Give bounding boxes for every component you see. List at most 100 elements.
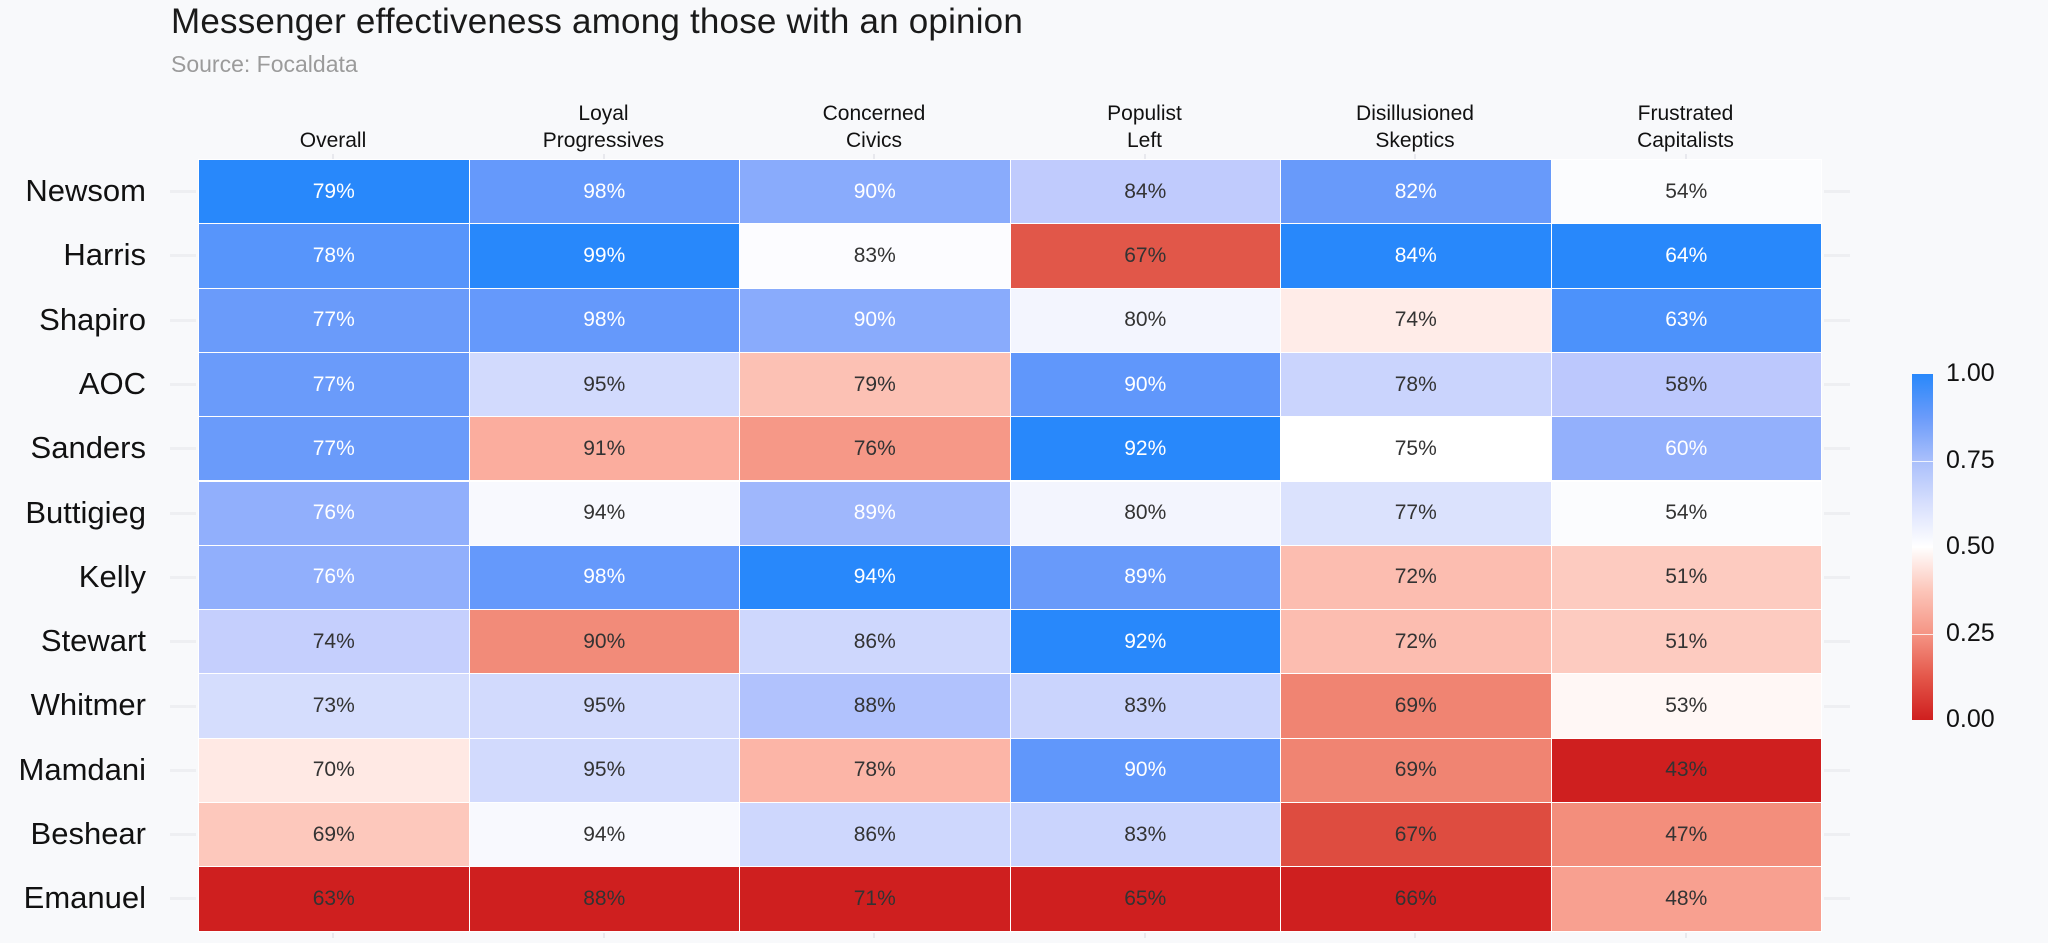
cell-value-label: 67%	[1394, 822, 1437, 846]
heatmap-cell: 83%	[1009, 802, 1281, 868]
cell-value-label: 66%	[1394, 886, 1437, 910]
heatmap-cell: 79%	[739, 351, 1011, 418]
y-tick-mark	[170, 768, 196, 772]
heatmap-cell: 67%	[1009, 223, 1281, 289]
y-tick-mark	[170, 511, 196, 515]
column-header-line: Capitalists	[1637, 129, 1734, 152]
heatmap-cell: 91%	[468, 416, 740, 482]
y-tick-mark	[170, 318, 196, 322]
heatmap-cell: 65%	[1009, 866, 1281, 932]
cell-value-label: 53%	[1665, 694, 1708, 718]
cell-value-label: 82%	[1394, 179, 1437, 203]
heatmap-cell: 82%	[1280, 159, 1552, 225]
cell-value-label: 51%	[1665, 565, 1708, 589]
colorbar-tick-label: 1.00	[1946, 359, 1995, 387]
heatmap-cell: 80%	[1009, 480, 1281, 546]
cell-value-label: 90%	[583, 629, 626, 653]
column-header: Disillusioned Skeptics	[1280, 98, 1550, 154]
y-tick-mark	[1824, 575, 1850, 579]
heatmap-cell: 90%	[468, 609, 740, 675]
heatmap-cell: 90%	[1009, 351, 1281, 418]
y-tick-mark	[1824, 704, 1850, 708]
heatmap-cell: 69%	[1280, 673, 1552, 739]
cell-value-label: 83%	[853, 243, 896, 267]
colorbar-tick-mark	[1912, 633, 1933, 635]
cell-value-label: 78%	[312, 243, 355, 267]
cell-value-label: 86%	[853, 629, 896, 653]
heatmap-cell: 78%	[739, 737, 1011, 803]
heatmap-cell: 74%	[1280, 287, 1552, 353]
row-label: Whitmer	[30, 687, 146, 723]
row-label: AOC	[78, 365, 146, 401]
column-header-line: Left	[1126, 129, 1163, 152]
x-tick-mark	[1414, 154, 1417, 159]
row-label: Emanuel	[23, 880, 146, 916]
y-tick-mark	[1824, 383, 1850, 387]
cell-value-label: 58%	[1665, 372, 1708, 396]
y-tick-mark	[1824, 318, 1850, 322]
row-label: Kelly	[78, 558, 146, 594]
colorbar-tick-mark	[1912, 460, 1933, 462]
heatmap-cell: 78%	[198, 223, 470, 289]
column-header: Frustrated Capitalists	[1551, 98, 1821, 154]
cell-value-label: 99%	[583, 243, 626, 267]
x-tick-mark	[1684, 933, 1687, 938]
cell-value-label: 84%	[1394, 243, 1437, 267]
x-tick-mark	[1143, 933, 1146, 938]
cell-value-label: 78%	[1394, 372, 1437, 396]
y-tick-mark	[170, 897, 196, 901]
chart-title: Messenger effectiveness among those with…	[171, 2, 1024, 41]
heatmap-cell: 75%	[1280, 416, 1552, 482]
y-tick-mark	[1824, 254, 1850, 258]
cell-value-label: 98%	[583, 179, 626, 203]
heatmap-cell: 43%	[1550, 737, 1822, 803]
y-tick-mark	[1824, 640, 1850, 644]
heatmap-cell: 83%	[739, 223, 1011, 289]
x-tick-mark	[1684, 154, 1687, 159]
heatmap-cell: 79%	[198, 159, 470, 225]
x-tick-mark	[873, 933, 876, 938]
x-tick-mark	[602, 933, 605, 938]
heatmap-cell: 90%	[1009, 737, 1281, 803]
heatmap-cell: 98%	[468, 159, 740, 225]
cell-value-label: 83%	[1124, 694, 1167, 718]
heatmap-cell: 72%	[1280, 544, 1552, 611]
heatmap-cell: 47%	[1550, 802, 1822, 868]
cell-value-label: 94%	[853, 565, 896, 589]
heatmap-cell: 76%	[739, 416, 1011, 482]
cell-value-label: 79%	[312, 179, 355, 203]
x-tick-mark	[602, 154, 605, 159]
column-header-line: Frustrated	[1637, 102, 1734, 125]
column-header: Overall	[198, 98, 468, 154]
column-header: Populist Left	[1010, 98, 1280, 154]
cell-value-label: 47%	[1665, 822, 1708, 846]
heatmap-cell: 53%	[1550, 673, 1822, 739]
cell-value-label: 77%	[312, 436, 355, 460]
cell-value-label: 80%	[1124, 308, 1167, 332]
cell-value-label: 90%	[1124, 372, 1167, 396]
cell-value-label: 69%	[1394, 758, 1437, 782]
cell-value-label: 90%	[853, 308, 896, 332]
colorbar-tick-label: 0.50	[1946, 532, 1995, 560]
heatmap-cell: 77%	[1280, 480, 1552, 546]
y-tick-mark	[1824, 833, 1850, 837]
heatmap-cell: 98%	[468, 544, 740, 611]
row-label: Newsom	[25, 173, 146, 208]
cell-value-label: 77%	[312, 308, 355, 332]
x-tick-mark	[332, 154, 335, 159]
cell-value-label: 76%	[853, 436, 896, 460]
cell-value-label: 54%	[1665, 179, 1708, 203]
y-tick-mark	[170, 383, 196, 387]
y-tick-mark	[170, 640, 196, 644]
cell-value-label: 79%	[853, 372, 896, 396]
y-tick-mark	[1824, 768, 1850, 772]
y-tick-mark	[1824, 897, 1850, 901]
cell-value-label: 83%	[1124, 822, 1167, 846]
heatmap-cell: 94%	[468, 480, 740, 546]
cell-value-label: 72%	[1394, 565, 1437, 589]
row-label: Mamdani	[18, 751, 147, 787]
cell-value-label: 78%	[853, 758, 896, 782]
cell-value-label: 92%	[1124, 436, 1167, 460]
heatmap-cell: 69%	[1280, 737, 1552, 803]
cell-value-label: 91%	[583, 436, 626, 460]
